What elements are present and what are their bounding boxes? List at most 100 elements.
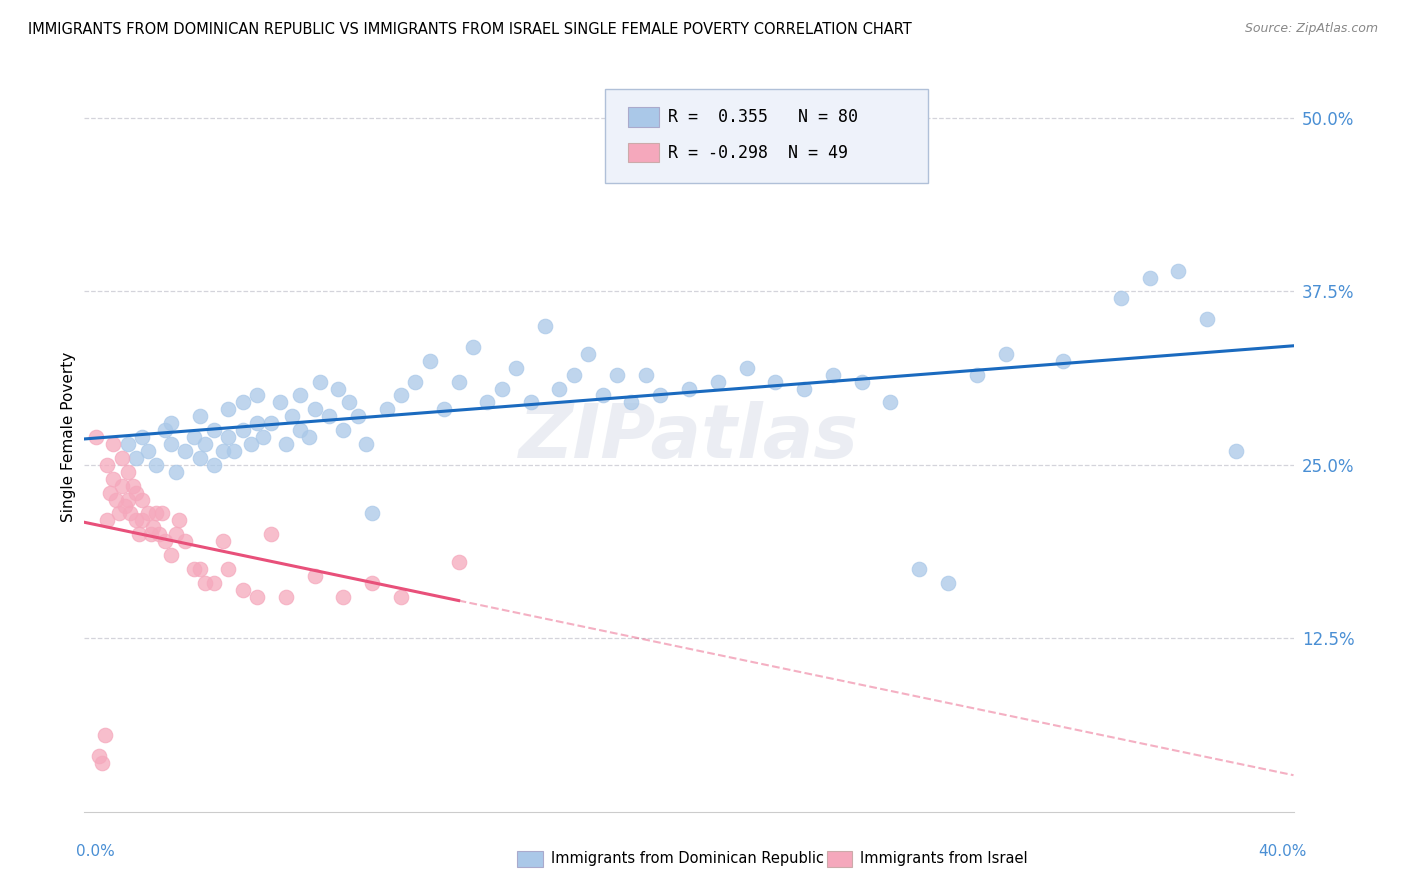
Point (108, 507, 131, 521)
Point (252, 430, 274, 444)
Point (96, 458, 118, 472)
Point (994, 347, 1017, 361)
Point (290, 388, 312, 402)
Point (111, 450, 134, 465)
Point (326, 382, 349, 396)
Point (232, 395, 254, 409)
Point (131, 492, 153, 507)
Point (1167, 263, 1189, 277)
Point (139, 527, 162, 541)
Point (389, 590, 412, 604)
Point (419, 353, 441, 368)
Point (477, 395, 499, 409)
Point (821, 368, 844, 382)
Point (347, 409, 370, 424)
Point (678, 382, 700, 396)
Point (274, 437, 297, 451)
Point (562, 368, 585, 382)
Point (174, 444, 197, 458)
Point (260, 416, 283, 430)
Point (131, 430, 153, 444)
Text: R = -0.298  N = 49: R = -0.298 N = 49 (668, 144, 848, 161)
Point (125, 513, 148, 527)
Point (356, 437, 378, 451)
Point (183, 430, 205, 444)
Point (447, 375, 470, 389)
Point (298, 430, 321, 444)
Point (389, 388, 412, 402)
Point (1109, 291, 1132, 305)
Point (114, 500, 136, 514)
Point (142, 520, 165, 534)
Point (274, 590, 297, 604)
Point (763, 375, 786, 389)
Point (166, 527, 188, 541)
Point (461, 340, 484, 354)
Point (936, 575, 959, 590)
Point (318, 409, 340, 424)
Point (304, 569, 326, 583)
Point (1139, 270, 1161, 285)
Point (269, 395, 291, 409)
Point (280, 409, 302, 424)
Point (111, 478, 134, 492)
Point (634, 368, 657, 382)
Point (202, 423, 225, 437)
Point (136, 444, 159, 458)
Point (246, 388, 269, 402)
Text: 0.0%: 0.0% (76, 845, 115, 859)
Point (117, 492, 139, 507)
Point (131, 513, 153, 527)
Point (145, 507, 167, 521)
Point (309, 375, 332, 389)
Y-axis label: Single Female Poverty: Single Female Poverty (60, 352, 76, 522)
Point (217, 562, 239, 576)
Text: ZIPatlas: ZIPatlas (519, 401, 859, 474)
Point (93, 728, 115, 742)
Point (491, 382, 513, 396)
Point (375, 402, 398, 417)
Point (90, 756, 112, 771)
Point (117, 437, 139, 451)
Point (576, 347, 599, 361)
Point (620, 395, 643, 409)
Point (246, 416, 269, 430)
Point (202, 575, 225, 590)
Point (534, 319, 557, 334)
Text: Source: ZipAtlas.com: Source: ZipAtlas.com (1244, 22, 1378, 36)
Point (188, 562, 211, 576)
Point (96, 513, 118, 527)
Point (332, 590, 354, 604)
Point (117, 465, 139, 479)
Point (211, 534, 233, 549)
Text: 40.0%: 40.0% (1258, 845, 1306, 859)
Point (217, 430, 239, 444)
Point (222, 444, 245, 458)
Point (211, 444, 233, 458)
Point (125, 485, 148, 500)
Point (908, 562, 931, 576)
Point (879, 395, 901, 409)
Point (260, 527, 283, 541)
Point (606, 368, 628, 382)
Point (548, 382, 571, 396)
Text: Immigrants from Israel: Immigrants from Israel (860, 852, 1028, 866)
Point (150, 507, 173, 521)
Point (159, 548, 181, 562)
Point (232, 582, 254, 597)
Point (706, 375, 728, 389)
Point (966, 368, 988, 382)
Point (505, 360, 527, 375)
Point (194, 575, 217, 590)
Point (188, 409, 211, 424)
Point (519, 395, 541, 409)
Point (101, 472, 124, 486)
Point (304, 402, 326, 417)
Point (101, 437, 124, 451)
Point (98, 485, 121, 500)
Point (592, 388, 614, 402)
Point (447, 555, 470, 569)
Point (174, 534, 197, 549)
Point (194, 437, 217, 451)
Point (159, 437, 181, 451)
